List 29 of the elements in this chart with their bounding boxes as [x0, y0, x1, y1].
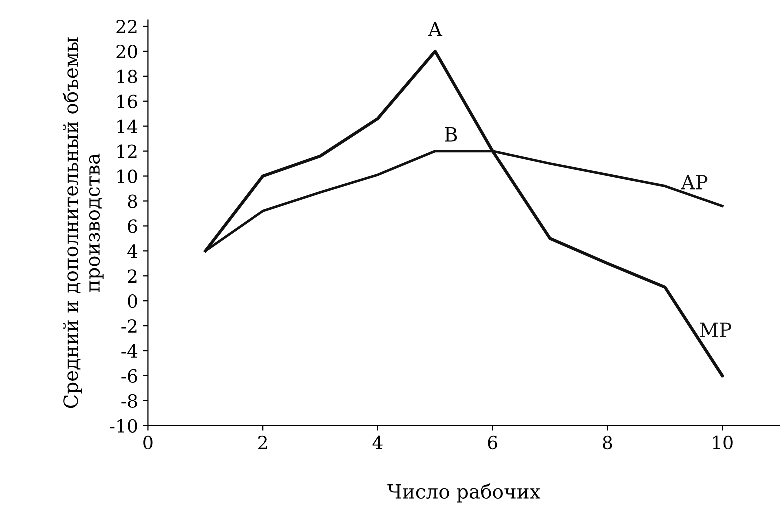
annotation: A [428, 22, 443, 36]
y-tick-label: 4 [128, 244, 138, 258]
series-label: AP [681, 175, 708, 190]
x-tick-label: 8 [603, 436, 612, 450]
y-tick-label: 2 [128, 270, 137, 283]
annotation: B [445, 128, 458, 142]
y-tick-label: 0 [128, 294, 138, 308]
y-tick-label: 6 [128, 220, 138, 234]
y-tick-label: 14 [118, 120, 138, 134]
y-tick-label: 16 [118, 94, 138, 109]
y-tick-label: 18 [118, 70, 138, 84]
y-tick-label: -2 [122, 320, 137, 333]
y-tick-label: -4 [122, 344, 138, 358]
y-tick-label: -6 [122, 369, 138, 384]
x-axis-title: Число рабочих [388, 484, 541, 503]
y-tick-label: -10 [110, 419, 138, 433]
y-tick-label: 12 [118, 144, 137, 158]
x-tick-label: 2 [258, 436, 268, 450]
x-tick-label: 6 [488, 436, 498, 450]
y-tick-label: 8 [128, 194, 138, 208]
x-tick-label: 10 [713, 436, 733, 450]
x-tick-label: 0 [144, 436, 153, 450]
series-label: MP [700, 322, 732, 338]
y-axis-title: Средний и дополнительный объемы производства [62, 38, 104, 408]
y-tick-label: 22 [116, 20, 137, 34]
y-tick-label: 10 [118, 170, 138, 184]
y-tick-label: 20 [116, 44, 138, 59]
y-tick-label: -8 [122, 394, 138, 408]
x-tick-label: 4 [372, 436, 383, 450]
